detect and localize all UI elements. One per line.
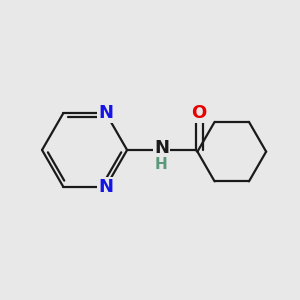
Text: H: H [155,157,168,172]
Text: N: N [154,140,169,158]
Text: O: O [191,104,207,122]
Text: N: N [98,178,113,196]
Text: N: N [98,104,113,122]
